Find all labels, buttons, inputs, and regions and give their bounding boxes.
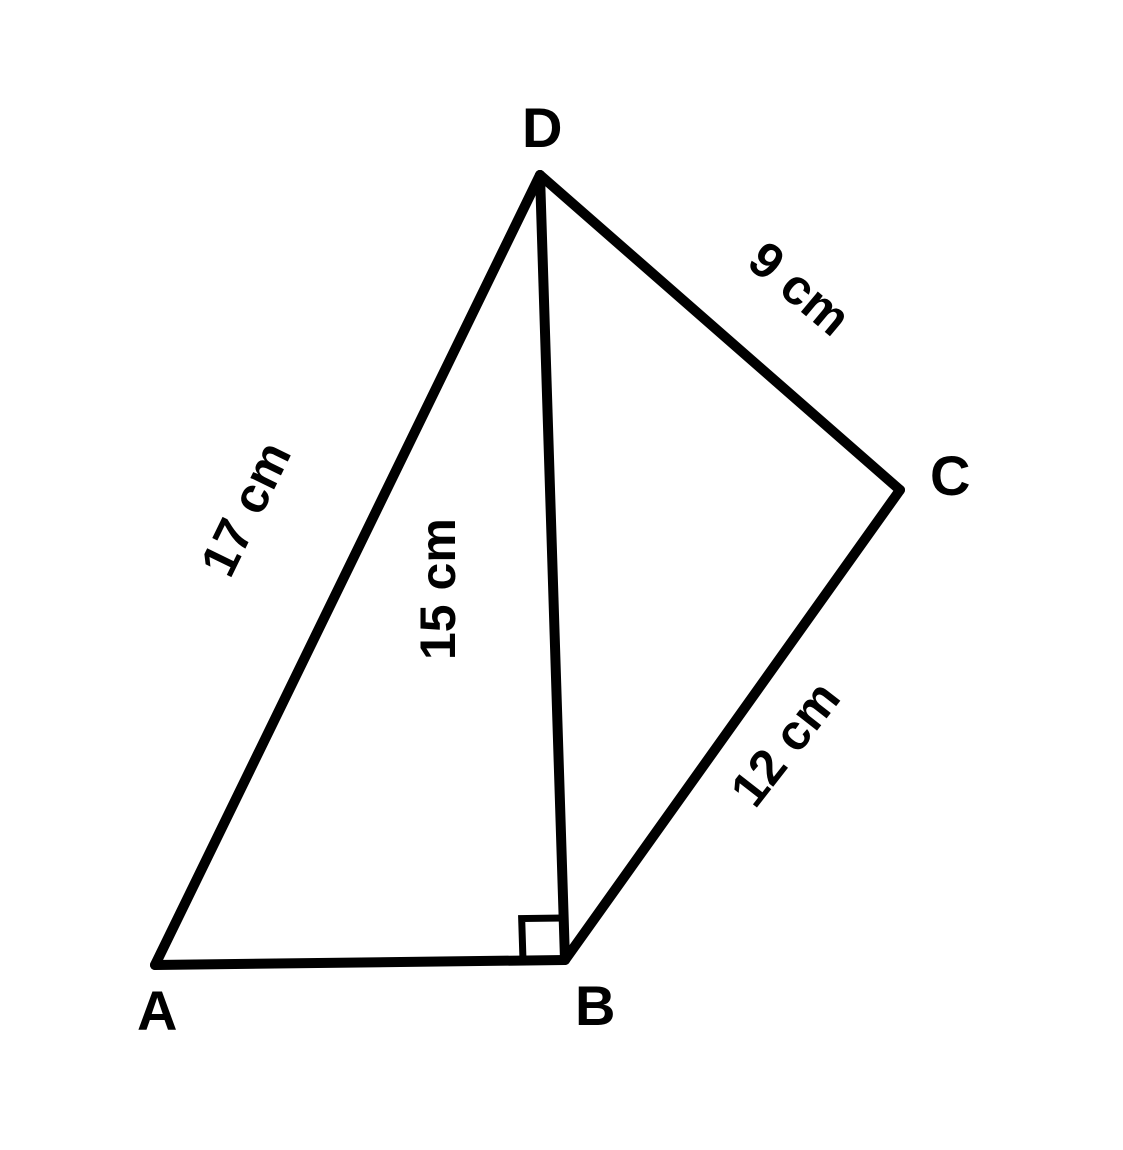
vertex-label-D: D	[522, 96, 562, 159]
vertex-label-A: A	[137, 979, 177, 1042]
vertex-label-B: B	[575, 974, 615, 1037]
edge-label-AD: 17 cm	[190, 433, 302, 585]
edge-label-CD: 9 cm	[738, 231, 861, 347]
vertex-label-C: C	[930, 444, 970, 507]
edge-BC	[565, 490, 900, 960]
edge-BD	[540, 175, 565, 960]
right-angle-square	[522, 918, 564, 960]
edge-label-BD: 15 cm	[410, 518, 466, 660]
edge-AB	[155, 960, 565, 965]
geometry-diagram: A B C D 17 cm 15 cm 12 cm 9 cm	[0, 0, 1123, 1150]
edge-labels: 17 cm 15 cm 12 cm 9 cm	[190, 231, 862, 817]
right-angle-marker	[522, 918, 564, 960]
edge-label-BC: 12 cm	[720, 671, 851, 817]
edge-CD	[540, 175, 900, 490]
